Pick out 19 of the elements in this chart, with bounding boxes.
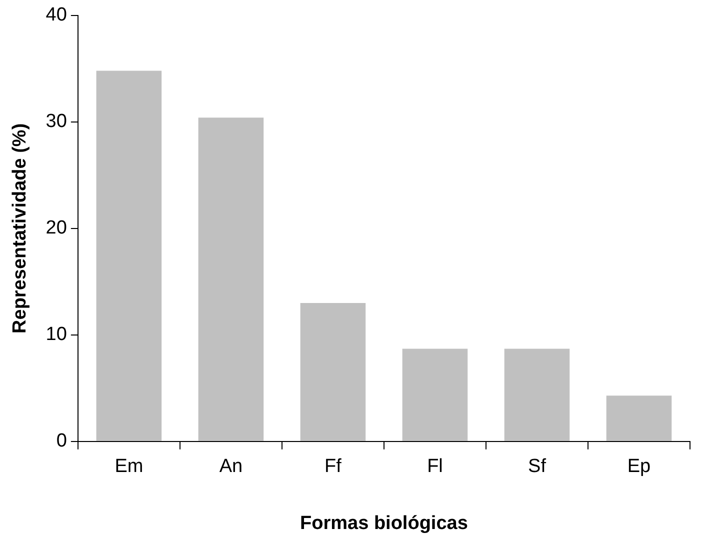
y-tick-label: 0 bbox=[56, 430, 67, 452]
y-tick-label: 40 bbox=[46, 4, 67, 26]
x-tick-label: An bbox=[219, 456, 243, 478]
x-tick-label: Fl bbox=[427, 456, 443, 478]
bar bbox=[402, 348, 468, 441]
bar bbox=[504, 348, 570, 441]
bar bbox=[606, 396, 672, 441]
bar bbox=[198, 118, 264, 441]
y-tick-label: 30 bbox=[46, 111, 67, 132]
x-tick-label: Ep bbox=[627, 456, 651, 478]
x-tick-label: Em bbox=[114, 456, 144, 478]
bar bbox=[300, 302, 366, 441]
x-axis-title: Formas biológicas bbox=[300, 512, 468, 534]
bar bbox=[96, 70, 162, 441]
y-tick-label: 20 bbox=[46, 218, 67, 239]
x-tick-label: Ff bbox=[324, 456, 342, 478]
x-tick-label: Sf bbox=[528, 456, 547, 478]
y-axis-title: Representatividade (%) bbox=[10, 123, 31, 334]
y-tick-label: 10 bbox=[46, 324, 67, 346]
